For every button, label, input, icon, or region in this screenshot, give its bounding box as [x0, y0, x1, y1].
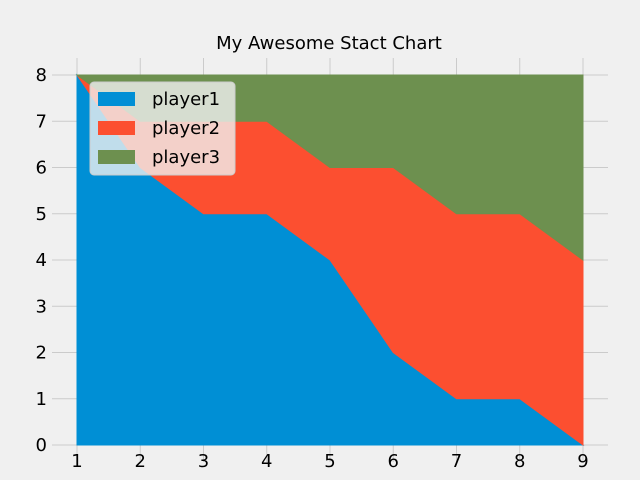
legend-swatch-player2: [98, 121, 135, 135]
y-tick-label: 4: [36, 250, 47, 271]
x-tick-label: 6: [388, 451, 399, 472]
y-tick-label: 5: [36, 204, 47, 225]
legend-label-player3: player3: [152, 147, 220, 168]
y-tick-label: 2: [36, 343, 47, 364]
x-tick-label: 1: [71, 451, 82, 472]
y-tick-label: 7: [36, 111, 47, 132]
y-tick-label: 1: [36, 389, 47, 410]
x-tick-label: 8: [514, 451, 525, 472]
y-axis-ticks: 0 1 2 3 4 5 6 7 8: [36, 65, 47, 456]
x-axis-ticks: 1 2 3 4 5 6 7 8 9: [71, 451, 588, 472]
legend-label-player2: player2: [152, 118, 220, 139]
y-tick-label: 8: [36, 65, 47, 86]
x-tick-label: 4: [261, 451, 272, 472]
x-tick-label: 7: [451, 451, 462, 472]
legend-label-player1: player1: [152, 89, 220, 110]
x-tick-label: 9: [577, 451, 588, 472]
legend-swatch-player3: [98, 150, 135, 164]
x-tick-label: 2: [135, 451, 146, 472]
x-tick-label: 5: [324, 451, 335, 472]
legend-swatch-player1: [98, 92, 135, 106]
chart-title: My Awesome Stact Chart: [216, 33, 442, 54]
legend: player1 player2 player3: [89, 81, 236, 176]
x-tick-label: 3: [198, 451, 209, 472]
y-tick-label: 3: [36, 296, 47, 317]
y-tick-label: 0: [36, 435, 47, 456]
y-tick-label: 6: [36, 158, 47, 179]
